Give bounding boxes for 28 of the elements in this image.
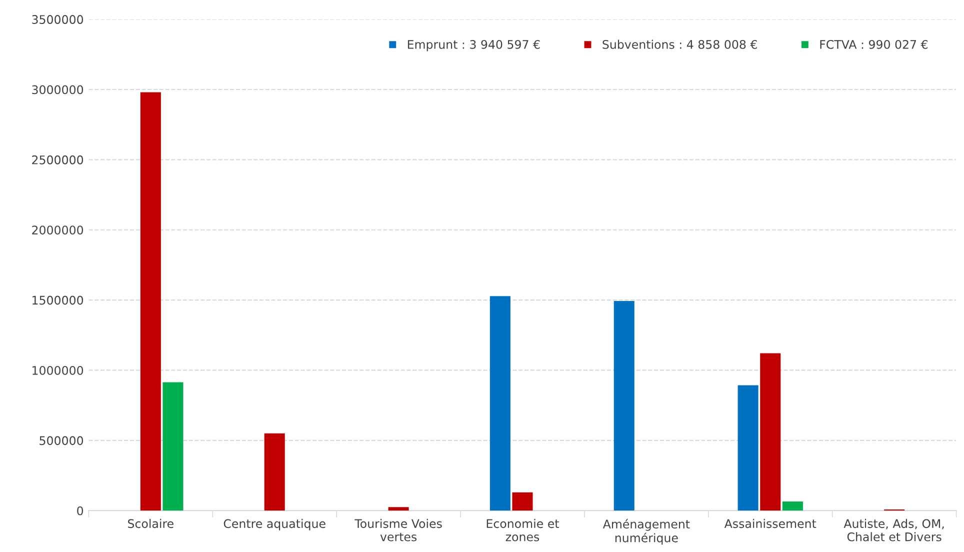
legend-label: Subventions : 4 858 008 €	[602, 40, 757, 49]
y-tick-label: 1000000	[32, 366, 84, 375]
bar	[490, 296, 510, 511]
bar	[140, 92, 161, 511]
bar	[264, 433, 285, 511]
x-tick-label: Assainissement	[724, 518, 816, 528]
bar	[760, 353, 781, 511]
x-tick-label: Aménagement numérique	[602, 518, 690, 545]
x-tick-label: Tourisme Voies vertes	[354, 518, 442, 542]
x-tick-label: Autiste, Ads, OM, Chalet et Divers	[844, 518, 944, 542]
legend-label: Emprunt : 3 940 597 €	[408, 40, 540, 52]
bar	[162, 382, 184, 511]
bar	[388, 507, 409, 511]
y-tick-label: 2000000	[32, 226, 84, 235]
bar	[782, 501, 803, 511]
y-tick-label: 3000000	[32, 85, 84, 94]
bar	[512, 492, 533, 511]
y-tick-label: 500000	[40, 436, 84, 446]
y-tick-label: 2500000	[32, 155, 84, 164]
bar	[614, 301, 634, 511]
y-tick-label: 1500000	[32, 296, 84, 305]
legend-label: FCTVA : 990 027 €	[820, 40, 928, 49]
x-tick-label: Centre aquatique	[224, 518, 326, 530]
y-tick-label: 3500000	[32, 15, 84, 24]
bar	[738, 385, 758, 511]
y-tick-label: 0	[77, 506, 84, 516]
x-tick-label: Scolaire	[128, 518, 174, 528]
x-tick-label: Economie et zones	[486, 518, 559, 542]
